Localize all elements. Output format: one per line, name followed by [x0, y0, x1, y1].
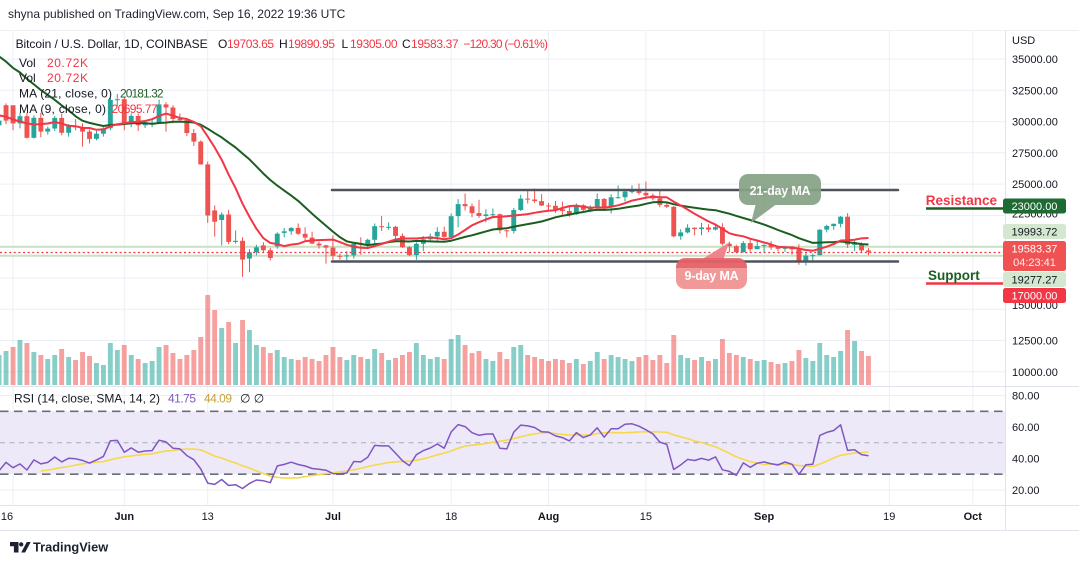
svg-text:MA (21, close, 0): MA (21, close, 0): [19, 87, 112, 101]
svg-text:20.72K: 20.72K: [47, 71, 88, 85]
svg-text:MA (9, close, 0): MA (9, close, 0): [19, 102, 106, 116]
svg-text:9-day MA: 9-day MA: [685, 269, 739, 283]
svg-text:30000.00: 30000.00: [1012, 117, 1058, 129]
svg-text:15000.00: 15000.00: [1012, 300, 1058, 312]
svg-text:Resistance: Resistance: [926, 193, 998, 208]
svg-text:L: L: [342, 37, 349, 51]
svg-text:H: H: [279, 37, 288, 51]
svg-text:20181.32: 20181.32: [120, 87, 164, 101]
svg-text:19277.27: 19277.27: [1012, 275, 1058, 287]
svg-text:C: C: [402, 37, 411, 51]
svg-text:20695.77: 20695.77: [112, 102, 158, 116]
svg-text:Vol: Vol: [19, 56, 36, 70]
svg-text:27500.00: 27500.00: [1012, 148, 1058, 160]
svg-text:∅ ∅: ∅ ∅: [240, 392, 264, 406]
svg-text:19703.65: 19703.65: [227, 37, 274, 51]
svg-text:Aug: Aug: [538, 511, 559, 523]
svg-text:19890.95: 19890.95: [288, 37, 335, 51]
svg-text:Vol: Vol: [19, 71, 36, 85]
svg-text:RSI (14, close, SMA, 14, 2): RSI (14, close, SMA, 14, 2): [14, 392, 160, 406]
svg-text:19993.72: 19993.72: [1012, 227, 1058, 239]
svg-text:O: O: [218, 37, 227, 51]
svg-text:17000.00: 17000.00: [1012, 291, 1058, 303]
svg-text:12500.00: 12500.00: [1012, 336, 1058, 348]
svg-text:Support: Support: [928, 268, 980, 283]
svg-text:80.00: 80.00: [1012, 391, 1040, 403]
svg-text:Oct: Oct: [964, 511, 983, 523]
svg-text:44.09: 44.09: [204, 392, 232, 406]
svg-text:Bitcoin / U.S. Dollar, 1D, COI: Bitcoin / U.S. Dollar, 1D, COINBASE: [16, 37, 208, 51]
svg-text:Sep: Sep: [754, 511, 774, 523]
svg-text:19583.37: 19583.37: [1012, 244, 1058, 256]
svg-text:Jul: Jul: [325, 511, 341, 523]
svg-text:Jun: Jun: [115, 511, 135, 523]
svg-text:35000.00: 35000.00: [1012, 54, 1058, 66]
svg-text:20.00: 20.00: [1012, 485, 1040, 497]
svg-text:23000.00: 23000.00: [1012, 201, 1058, 213]
svg-text:32500.00: 32500.00: [1012, 85, 1058, 97]
svg-text:shyna published on TradingView: shyna published on TradingView.com, Sep …: [8, 7, 346, 21]
svg-text:04:23:41: 04:23:41: [1013, 257, 1056, 269]
svg-text:25000.00: 25000.00: [1012, 179, 1058, 191]
svg-text:TradingView: TradingView: [33, 540, 108, 555]
svg-text:41.75: 41.75: [168, 392, 196, 406]
svg-text:20.72K: 20.72K: [47, 56, 88, 70]
svg-text:19583.37: 19583.37: [411, 37, 459, 51]
svg-text:60.00: 60.00: [1012, 422, 1040, 434]
svg-text:USD: USD: [1012, 35, 1035, 47]
svg-text:19: 19: [883, 511, 895, 523]
svg-text:13: 13: [202, 511, 214, 523]
svg-text:10000.00: 10000.00: [1012, 367, 1058, 379]
svg-text:19305.00: 19305.00: [350, 37, 398, 51]
svg-text:15: 15: [640, 511, 652, 523]
svg-text:40.00: 40.00: [1012, 454, 1040, 466]
svg-text:21-day MA: 21-day MA: [750, 184, 811, 198]
svg-text:−120.30 (−0.61%): −120.30 (−0.61%): [463, 37, 548, 51]
svg-text:18: 18: [445, 511, 457, 523]
svg-text:16: 16: [1, 511, 13, 523]
